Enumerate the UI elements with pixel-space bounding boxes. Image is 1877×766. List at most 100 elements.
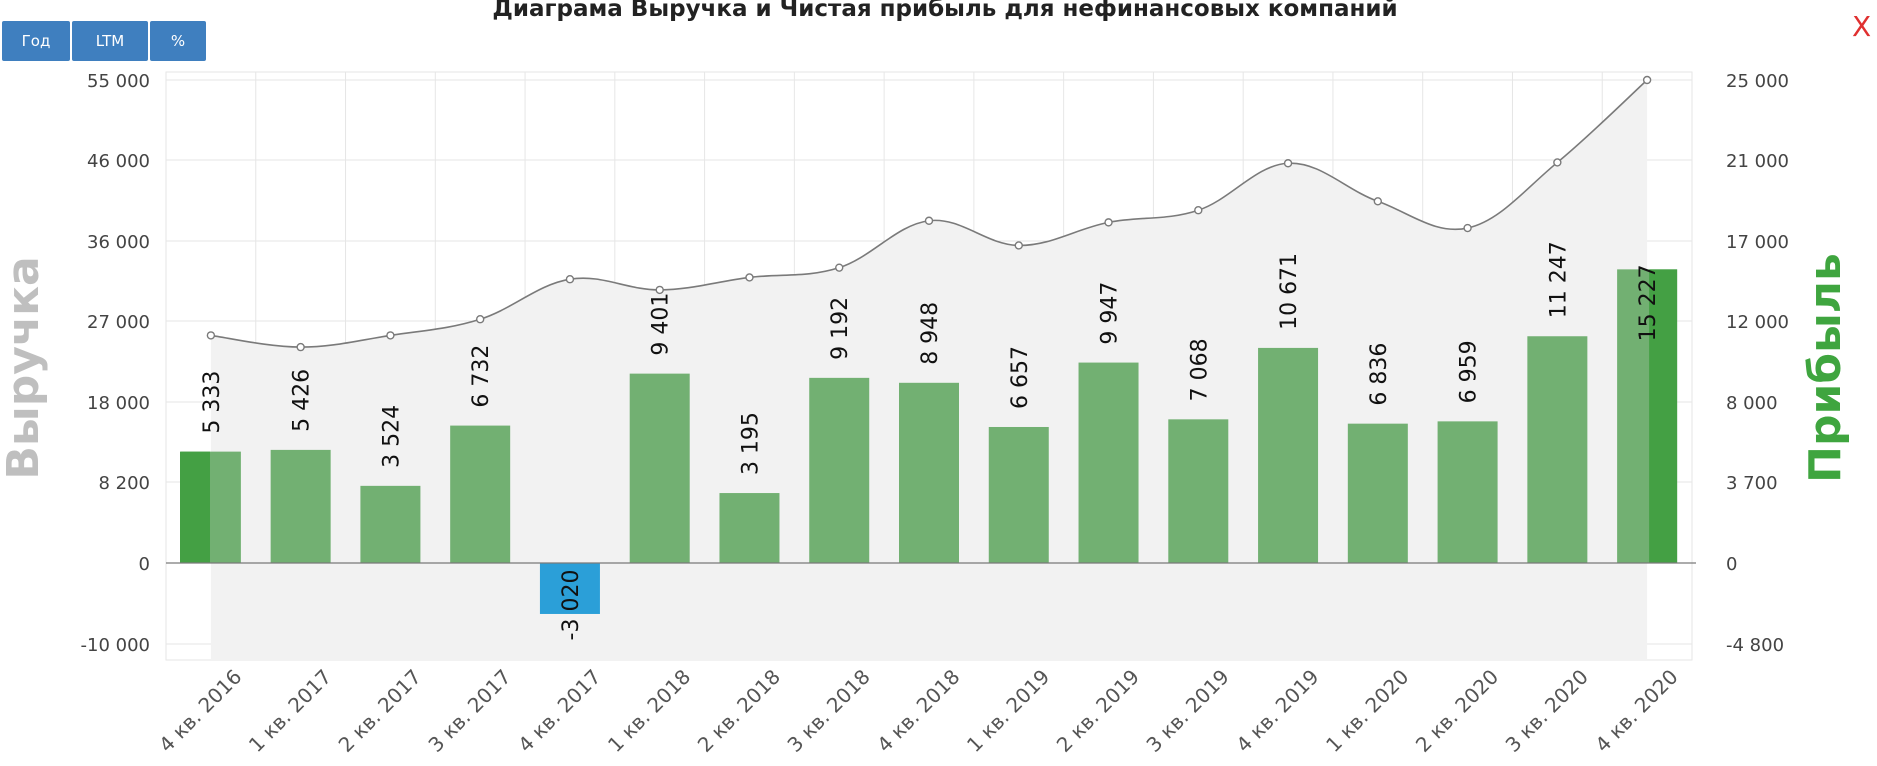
profit-data-label: 9 947 xyxy=(1098,282,1123,345)
x-tick-label: 1 кв. 2018 xyxy=(603,665,695,757)
profit-data-label: 9 401 xyxy=(649,293,674,356)
left-axis-ticks: 55 000 46 000 36 000 27 000 18 000 8 200 0 -10 … xyxy=(81,71,150,656)
x-tick-label: 2 кв. 2020 xyxy=(1411,665,1503,757)
x-tick-label: 3 кв. 2020 xyxy=(1501,665,1593,757)
revenue-point xyxy=(655,285,664,295)
percent-button[interactable]: % xyxy=(150,21,206,61)
x-tick-label: 2 кв. 2019 xyxy=(1052,665,1144,757)
profit-bar xyxy=(719,493,780,563)
profit-data-label: 8 948 xyxy=(918,302,943,365)
profit-bar xyxy=(539,563,600,614)
profit-data-label: -3 020 xyxy=(559,570,584,641)
revenue-point xyxy=(1014,241,1023,250)
x-tick-label: 4 кв. 2019 xyxy=(1231,665,1323,757)
profit-data-label: 7 068 xyxy=(1187,338,1212,401)
profit-bar xyxy=(1168,419,1229,563)
year-button[interactable]: Год xyxy=(2,21,70,61)
revenue-point xyxy=(924,216,934,225)
right-tick-label: 0 xyxy=(1726,554,1737,575)
revenue-points xyxy=(206,75,1652,352)
x-tick-label: 4 кв. 2017 xyxy=(513,665,605,757)
x-tick-label: 4 кв. 2016 xyxy=(154,665,246,757)
profit-bar xyxy=(1078,362,1139,563)
profit-data-label: 6 959 xyxy=(1457,340,1482,403)
profit-bar xyxy=(360,485,421,563)
x-tick-label: 2 кв. 2018 xyxy=(693,665,785,757)
revenue-point xyxy=(745,273,754,282)
right-tick-label: 8 000 xyxy=(1726,393,1778,414)
data-labels: 5 333 5 426 3 524 6 732 -3 020 9 401 3 195 9 19… xyxy=(200,241,1661,640)
revenue-point xyxy=(1283,159,1293,168)
revenue-point xyxy=(475,315,485,324)
ltm-button[interactable]: LTM xyxy=(72,21,148,61)
right-axis-title: Прибыль xyxy=(1800,253,1851,483)
revenue-point xyxy=(206,331,216,340)
revenue-point xyxy=(1553,158,1562,167)
close-icon[interactable]: X xyxy=(1852,10,1872,43)
left-tick-label: 27 000 xyxy=(87,312,150,333)
chart-title: Диаграма Выручка и Чистая прибыль для не… xyxy=(492,0,1398,22)
left-tick-label: 8 200 xyxy=(98,473,150,494)
revenue-point xyxy=(1104,218,1113,227)
profit-bar xyxy=(270,449,331,563)
right-tick-label: 3 700 xyxy=(1726,473,1778,494)
x-tick-label: 4 кв. 2018 xyxy=(872,665,964,757)
x-tick-label: 4 кв. 2020 xyxy=(1590,665,1682,757)
right-axis-ticks: 25 000 21 000 17 000 12 000 8 000 3 700 0 -4 80… xyxy=(1726,71,1789,656)
profit-bar xyxy=(809,377,870,563)
left-axis-title: Выручка xyxy=(0,256,49,479)
x-tick-label: 3 кв. 2017 xyxy=(423,665,515,757)
profit-bar xyxy=(1437,421,1498,563)
left-tick-label: -10 000 xyxy=(81,635,150,656)
profit-data-label: 3 195 xyxy=(738,412,763,475)
profit-bar xyxy=(899,382,959,563)
profit-data-label: 10 671 xyxy=(1277,253,1302,330)
revenue-point xyxy=(835,263,844,272)
right-tick-label: 25 000 xyxy=(1726,71,1789,92)
profit-data-label: 11 247 xyxy=(1546,241,1571,318)
profit-data-label: 6 732 xyxy=(469,345,494,408)
revenue-point xyxy=(1642,75,1652,85)
revenue-point xyxy=(296,342,305,352)
profit-bar xyxy=(629,373,690,563)
x-tick-label: 1 кв. 2019 xyxy=(962,665,1054,757)
profit-bar-highlight xyxy=(180,451,210,563)
revenue-point xyxy=(1373,197,1383,206)
profit-bar xyxy=(450,425,511,563)
profit-data-label: 15 227 xyxy=(1636,264,1661,341)
right-tick-label: 12 000 xyxy=(1726,312,1789,333)
profit-data-label: 5 333 xyxy=(200,371,225,434)
revenue-point xyxy=(1194,206,1203,215)
x-tick-label: 1 кв. 2017 xyxy=(244,665,336,757)
left-tick-label: 55 000 xyxy=(87,71,150,92)
left-tick-label: 46 000 xyxy=(87,151,150,172)
period-toolbar: Год LTM % xyxy=(2,21,206,61)
profit-data-label: 5 426 xyxy=(290,369,315,432)
profit-data-label: 6 657 xyxy=(1008,346,1033,409)
profit-bar-highlight xyxy=(1649,269,1678,563)
revenue-point xyxy=(565,275,575,284)
revenue-line xyxy=(210,79,1648,348)
profit-bar xyxy=(1527,336,1588,563)
x-tick-label: 2 кв. 2017 xyxy=(334,665,426,757)
revenue-area xyxy=(210,80,1648,660)
right-tick-label: 17 000 xyxy=(1726,232,1789,253)
left-tick-label: 18 000 xyxy=(87,393,150,414)
profit-bar xyxy=(988,426,1049,563)
left-tick-label: 0 xyxy=(139,554,150,575)
profit-data-label: 9 192 xyxy=(828,297,853,360)
revenue-point xyxy=(386,331,395,340)
x-tick-label: 3 кв. 2018 xyxy=(782,665,874,757)
profit-bar xyxy=(1347,423,1408,563)
x-tick-label: 3 кв. 2019 xyxy=(1142,665,1234,757)
left-tick-label: 36 000 xyxy=(87,232,150,253)
profit-bar xyxy=(1258,347,1319,563)
right-tick-label: -4 800 xyxy=(1726,635,1784,656)
profit-data-label: 6 836 xyxy=(1367,343,1392,406)
revenue-point xyxy=(1463,223,1472,233)
right-tick-label: 21 000 xyxy=(1726,151,1789,172)
x-tick-label: 1 кв. 2020 xyxy=(1321,665,1413,757)
profit-bars xyxy=(180,269,1678,614)
